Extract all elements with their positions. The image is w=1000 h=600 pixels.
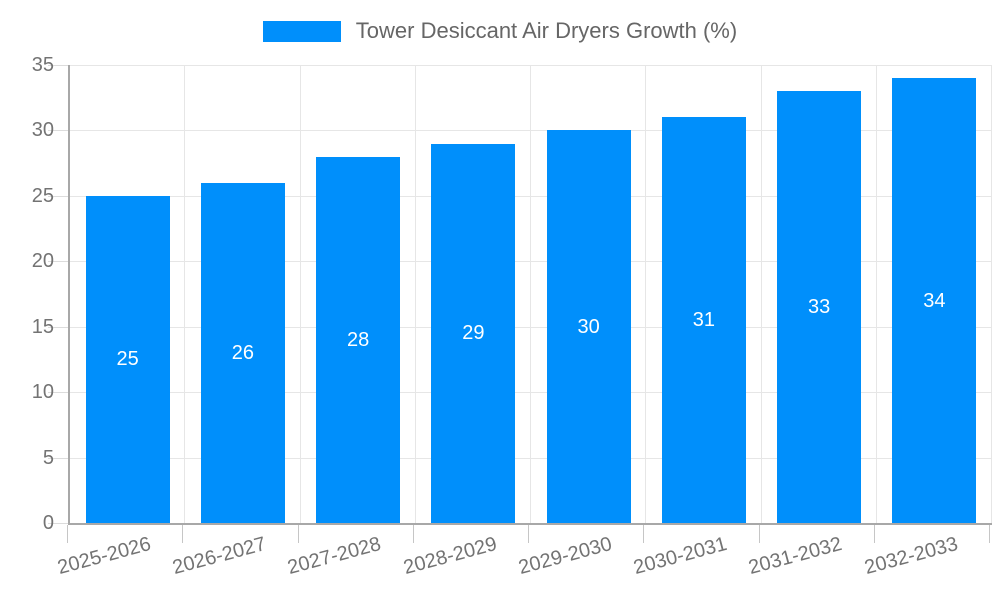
gridline-horizontal	[70, 65, 992, 66]
gridline-horizontal	[70, 326, 992, 328]
gridline-vertical	[875, 65, 877, 523]
x-axis-label: 2025-2026	[55, 533, 154, 580]
x-axis-label: 2030-2031	[631, 533, 730, 580]
gridline-horizontal	[70, 457, 992, 459]
bar-value-label: 33	[808, 296, 831, 319]
bar: 28	[316, 156, 401, 523]
x-axis-tick	[643, 525, 645, 543]
y-axis-tick	[48, 457, 68, 459]
x-axis-label: 2027-2028	[285, 533, 384, 580]
bar: 33	[777, 91, 862, 523]
x-axis-tick	[758, 525, 760, 543]
bar-value-label: 31	[692, 309, 715, 332]
gridline-vertical	[184, 65, 186, 523]
y-axis-tick	[48, 261, 68, 263]
y-axis-label: 35	[31, 54, 54, 76]
y-axis-label: 30	[31, 119, 54, 142]
x-axis-tick	[412, 525, 414, 543]
bar: 30	[546, 130, 631, 523]
x-axis-label: 2031-2032	[746, 533, 845, 580]
x-axis-tick	[528, 525, 529, 543]
bar-value-label: 25	[116, 348, 139, 371]
gridline-horizontal	[70, 130, 992, 132]
gridline-horizontal	[70, 392, 992, 394]
bar-value-label: 30	[577, 315, 600, 338]
gridline-horizontal	[70, 261, 992, 263]
y-axis-tick	[48, 392, 68, 394]
bar-value-label: 28	[347, 328, 370, 351]
bar: 25	[85, 195, 170, 523]
y-axis-tick	[48, 523, 68, 524]
y-axis-label: 20	[31, 250, 54, 273]
y-axis-tick	[48, 326, 68, 328]
bar-value-label: 29	[462, 322, 485, 345]
x-axis-tick	[182, 525, 184, 543]
x-axis-label: 2032-2033	[861, 533, 961, 580]
plot-area: 25 26 28 29 30 31 33 34	[68, 65, 992, 525]
y-axis-label: 0	[42, 512, 54, 534]
bar: 34	[892, 78, 977, 523]
gridline-horizontal	[70, 195, 992, 197]
bar: 29	[431, 143, 516, 523]
bar: 26	[200, 182, 285, 523]
legend[interactable]: Tower Desiccant Air Dryers Growth (%)	[0, 18, 1000, 44]
x-axis-tick	[67, 525, 68, 543]
gridline-vertical	[991, 65, 992, 523]
gridline-vertical	[760, 65, 762, 523]
bar: 31	[661, 117, 746, 523]
y-axis-label: 25	[31, 184, 54, 207]
y-axis-label: 15	[31, 315, 54, 338]
y-axis-label: 10	[31, 381, 54, 404]
x-axis-tick	[873, 525, 875, 543]
legend-swatch	[262, 20, 341, 42]
x-axis-label: 2026-2027	[170, 533, 269, 580]
x-axis-label: 2029-2030	[516, 533, 615, 580]
y-axis-tick	[48, 195, 68, 197]
gridline-vertical	[530, 65, 531, 523]
x-axis-label: 2028-2029	[400, 533, 500, 580]
bar-value-label: 26	[231, 341, 254, 364]
y-axis-label: 5	[42, 446, 54, 469]
y-axis-tick	[48, 130, 68, 132]
x-axis-tick	[989, 525, 990, 543]
y-axis-tick	[48, 65, 68, 66]
x-axis-tick	[297, 525, 299, 543]
bar-value-label: 34	[923, 289, 946, 312]
gridline-vertical	[414, 65, 416, 523]
gridline-vertical	[645, 65, 647, 523]
gridline-vertical	[299, 65, 301, 523]
legend-label: Tower Desiccant Air Dryers Growth (%)	[355, 18, 738, 43]
